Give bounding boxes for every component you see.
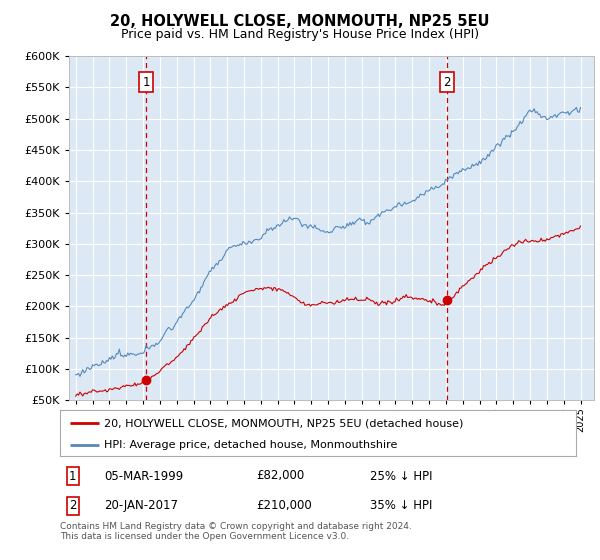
Text: 1: 1 [69,469,77,483]
Text: 20, HOLYWELL CLOSE, MONMOUTH, NP25 5EU (detached house): 20, HOLYWELL CLOSE, MONMOUTH, NP25 5EU (… [104,418,463,428]
Text: 2: 2 [69,499,77,512]
Text: 20-JAN-2017: 20-JAN-2017 [104,499,178,512]
Text: 20, HOLYWELL CLOSE, MONMOUTH, NP25 5EU: 20, HOLYWELL CLOSE, MONMOUTH, NP25 5EU [110,14,490,29]
Text: £82,000: £82,000 [256,469,304,483]
Text: 1: 1 [142,76,150,89]
Text: 25% ↓ HPI: 25% ↓ HPI [370,469,432,483]
Text: 2: 2 [443,76,451,89]
Text: 05-MAR-1999: 05-MAR-1999 [104,469,183,483]
Text: 35% ↓ HPI: 35% ↓ HPI [370,499,432,512]
Text: Contains HM Land Registry data © Crown copyright and database right 2024.
This d: Contains HM Land Registry data © Crown c… [60,522,412,542]
Text: Price paid vs. HM Land Registry's House Price Index (HPI): Price paid vs. HM Land Registry's House … [121,28,479,41]
Text: HPI: Average price, detached house, Monmouthshire: HPI: Average price, detached house, Monm… [104,440,397,450]
Text: £210,000: £210,000 [256,499,312,512]
